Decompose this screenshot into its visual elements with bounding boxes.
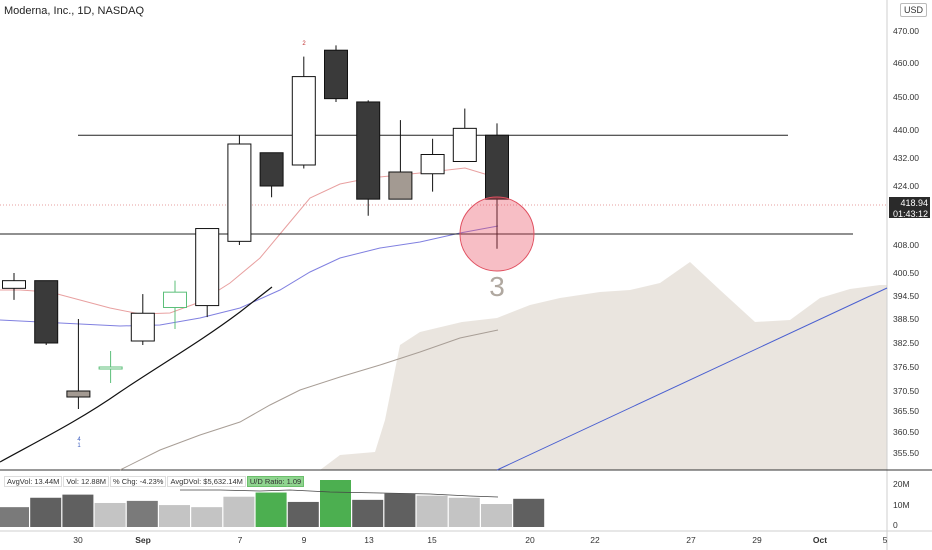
chg-stat: % Chg: -4.23%	[110, 476, 167, 487]
avg-dvol-stat: AvgDVol: $5,632.14M	[167, 476, 246, 487]
candle-body[interactable]	[163, 291, 187, 308]
volume-bar[interactable]	[513, 498, 545, 527]
volume-bar[interactable]	[255, 492, 287, 527]
candle-body[interactable]	[98, 366, 123, 370]
candle-body[interactable]	[291, 76, 316, 166]
time-tick-label: Oct	[813, 535, 827, 545]
volume-bar[interactable]	[416, 495, 448, 527]
price-tick-label: 450.00	[893, 92, 919, 102]
time-tick-label: 22	[590, 535, 600, 545]
price-tick-label: 394.50	[893, 291, 919, 301]
candle-body[interactable]	[259, 152, 284, 187]
candle-body[interactable]	[356, 101, 381, 200]
candle-body[interactable]	[195, 228, 220, 307]
volume-bars-group	[0, 480, 545, 527]
volume-bar[interactable]	[159, 505, 190, 527]
price-tick-label: 370.50	[893, 386, 919, 396]
volume-bar[interactable]	[0, 507, 29, 527]
marker-blue-1: 1	[77, 443, 81, 449]
annotation-number: 3	[489, 271, 505, 302]
volume-bar[interactable]	[352, 499, 384, 527]
volume-bar[interactable]	[223, 496, 255, 527]
price-tick-label: 408.00	[893, 240, 919, 250]
price-tick-label: 376.50	[893, 362, 919, 372]
last-price-value: 418.94	[900, 198, 928, 208]
shaded-area	[320, 262, 887, 470]
blue-trend-line	[496, 287, 888, 471]
candle-body[interactable]	[485, 134, 509, 200]
candle-body[interactable]	[66, 390, 91, 398]
bar-countdown: 01:43:12	[892, 209, 928, 219]
avg-vol-stat: AvgVol: 13.44M	[4, 476, 63, 487]
volume-axis: 20M 10M 0	[893, 479, 910, 530]
ud-ratio-stat: U/D Ratio: 1.09	[246, 476, 305, 487]
time-tick-label: 29	[752, 535, 762, 545]
time-axis[interactable]: 30 Sep 7 9 13 15 20 22 27 29 Oct 5	[73, 535, 887, 545]
black-trend-curve	[0, 286, 273, 463]
time-tick-label: 15	[427, 535, 437, 545]
candle-body[interactable]	[130, 312, 155, 342]
candle-body[interactable]	[227, 143, 252, 242]
price-tick-label: 432.00	[893, 153, 919, 163]
volume-bar[interactable]	[320, 480, 351, 527]
price-tick-label: 355.50	[893, 448, 919, 458]
time-tick-label: 5	[883, 535, 888, 545]
candle-body[interactable]	[420, 154, 445, 175]
time-tick-label: 7	[238, 535, 243, 545]
price-tick-label: 400.50	[893, 268, 919, 278]
chart-title: Moderna, Inc., 1D, NASDAQ	[4, 5, 144, 17]
time-tick-label: 13	[364, 535, 374, 545]
time-tick-label: Sep	[135, 535, 151, 545]
candles-group	[2, 45, 509, 409]
price-tick-label: 460.00	[893, 58, 919, 68]
ma-long-line	[0, 225, 499, 327]
volume-average-line	[180, 489, 499, 498]
volume-bar[interactable]	[62, 494, 94, 527]
price-tick-label: 424.00	[893, 181, 919, 191]
candle-body[interactable]	[388, 171, 413, 200]
price-tick-label: 470.00	[893, 26, 919, 36]
volume-tick-label: 0	[893, 520, 898, 530]
price-tick-label: 388.50	[893, 314, 919, 324]
price-tick-label: 360.50	[893, 427, 919, 437]
price-tick-label: 382.50	[893, 338, 919, 348]
marker-blue-4: 4	[77, 437, 81, 443]
volume-bar[interactable]	[384, 493, 416, 527]
marker-red-2: 2	[302, 41, 306, 47]
candle-body[interactable]	[452, 127, 477, 163]
volume-bar[interactable]	[287, 501, 319, 527]
last-price-tag: 418.94 01:43:12	[889, 197, 930, 219]
highlight-circle[interactable]	[459, 196, 535, 272]
candle-body[interactable]	[34, 280, 59, 344]
currency-badge[interactable]: USD	[900, 3, 928, 17]
time-tick-label: 27	[686, 535, 696, 545]
time-tick-label: 20	[525, 535, 535, 545]
volume-bar[interactable]	[448, 497, 480, 527]
volume-bar[interactable]	[191, 507, 223, 527]
volume-tick-label: 10M	[893, 500, 910, 510]
volume-tick-label: 20M	[893, 479, 910, 489]
time-tick-label: 30	[73, 535, 83, 545]
candle-body[interactable]	[324, 49, 348, 100]
candle-body[interactable]	[2, 280, 26, 289]
time-tick-label: 9	[302, 535, 307, 545]
volume-bar[interactable]	[94, 502, 126, 527]
volume-stats-bar: AvgVol: 13.44M Vol: 12.88M% Chg: -4.23% Av…	[4, 476, 305, 487]
volume-bar[interactable]	[126, 500, 158, 527]
ma-gray-line	[119, 329, 499, 471]
price-tick-label: 440.00	[893, 125, 919, 135]
vol-stat: Vol: 12.88M	[63, 476, 110, 487]
price-tick-label: 365.50	[893, 406, 919, 416]
volume-bar[interactable]	[30, 497, 62, 527]
price-axis[interactable]: 470.00 460.00 450.00 440.00 432.00 424.00 408.…	[893, 26, 919, 458]
volume-bar[interactable]	[481, 504, 512, 527]
